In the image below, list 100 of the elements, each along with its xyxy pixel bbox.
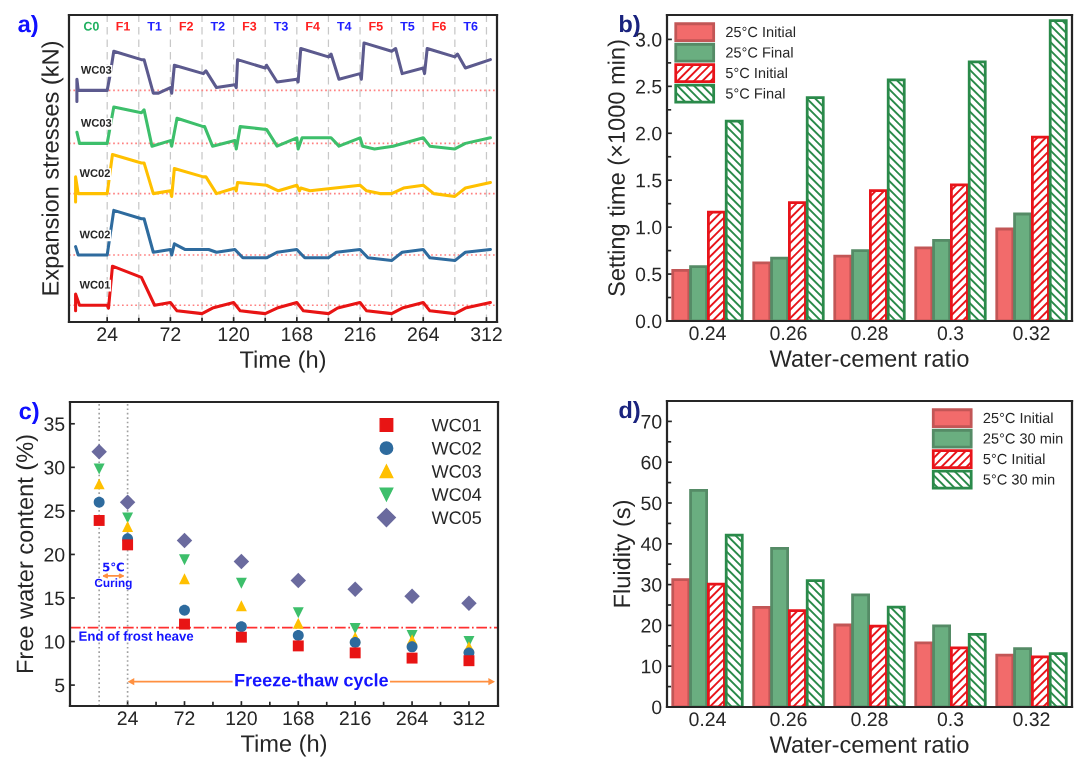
y-tick-label: 10 bbox=[45, 635, 65, 649]
y-tick-label: 30 bbox=[44, 460, 65, 475]
point bbox=[349, 623, 361, 634]
x-tick-label: 120 bbox=[218, 327, 250, 342]
x-tick-label: 0.26 bbox=[770, 712, 807, 727]
point bbox=[404, 588, 420, 604]
text: T5 bbox=[400, 21, 415, 31]
x-tick-label: 264 bbox=[408, 327, 439, 342]
point bbox=[93, 515, 105, 526]
point bbox=[179, 604, 190, 616]
x-tick-label: 120 bbox=[226, 711, 257, 726]
chart-title: d) bbox=[619, 401, 640, 424]
y-tick-label: 60 bbox=[641, 455, 662, 470]
point bbox=[122, 512, 134, 524]
text: T2 bbox=[210, 21, 225, 31]
y-tick-label: 20 bbox=[641, 618, 662, 633]
x-tick-label: 0.24 bbox=[689, 326, 726, 341]
point bbox=[91, 443, 107, 460]
text: C0 bbox=[83, 21, 99, 31]
text: F1 bbox=[116, 21, 130, 31]
bar bbox=[967, 60, 987, 321]
bar bbox=[869, 189, 888, 321]
y-tick-label: 2.5 bbox=[636, 79, 662, 94]
bar bbox=[805, 579, 825, 707]
bar bbox=[1031, 135, 1050, 321]
point bbox=[235, 631, 247, 643]
text: T4 bbox=[337, 21, 352, 31]
point bbox=[119, 494, 136, 510]
text: F4 bbox=[306, 21, 320, 31]
legend-label: WC04 bbox=[431, 488, 482, 501]
text: F6 bbox=[432, 21, 446, 31]
x-tick-label: 72 bbox=[160, 327, 181, 341]
x-axis-title: Time (h) bbox=[240, 350, 326, 373]
legend-label: WC02 bbox=[431, 441, 481, 455]
legend-label: 25°C Initial bbox=[983, 412, 1053, 424]
annotation: 5℃ bbox=[103, 562, 124, 572]
x-tick-label: 216 bbox=[339, 711, 371, 726]
bar bbox=[1013, 647, 1032, 707]
text: T6 bbox=[463, 21, 478, 31]
x-tick-label: 24 bbox=[97, 327, 118, 341]
x-axis-title: Water-cement ratio bbox=[769, 349, 969, 367]
legend-label: WC03 bbox=[431, 465, 481, 478]
bar bbox=[950, 646, 969, 707]
bar bbox=[914, 641, 934, 707]
point bbox=[292, 617, 304, 629]
point bbox=[122, 539, 134, 551]
bar bbox=[967, 632, 987, 707]
bar bbox=[833, 254, 853, 321]
annotation: Curing bbox=[94, 578, 132, 590]
series-label: WC03 bbox=[80, 65, 112, 74]
y-tick-label: 10 bbox=[642, 659, 662, 674]
y-axis-title: Free water content (%) bbox=[15, 435, 38, 673]
series-label: WC01 bbox=[79, 280, 111, 289]
bar bbox=[671, 578, 691, 707]
point bbox=[179, 573, 190, 585]
x-tick-label: 0.28 bbox=[851, 326, 888, 341]
y-tick-label: 1.5 bbox=[636, 173, 662, 188]
y-tick-label: 0 bbox=[652, 700, 662, 715]
y-tick-label: 5 bbox=[55, 678, 65, 693]
point bbox=[179, 554, 190, 566]
bar bbox=[805, 96, 825, 321]
bar bbox=[886, 605, 906, 707]
y-tick-label: 25 bbox=[44, 504, 65, 519]
y-tick-label: 30 bbox=[641, 578, 662, 592]
point bbox=[93, 496, 105, 508]
y-tick-label: 50 bbox=[641, 496, 662, 511]
legend-label: 5°C Final bbox=[725, 87, 785, 99]
bar bbox=[770, 546, 789, 707]
point bbox=[406, 641, 418, 653]
legend-label: 5°C Initial bbox=[725, 67, 787, 79]
bar bbox=[950, 183, 969, 321]
legend-label: 5°C Initial bbox=[983, 453, 1045, 465]
x-axis-title: Time (h) bbox=[241, 734, 327, 757]
y-tick-label: 2.0 bbox=[636, 126, 662, 141]
y-tick-label: 0.0 bbox=[635, 314, 662, 329]
bar bbox=[1048, 652, 1068, 707]
point bbox=[122, 521, 134, 533]
bar bbox=[833, 623, 853, 707]
bar bbox=[995, 227, 1015, 321]
x-tick-label: 24 bbox=[117, 711, 138, 725]
bar bbox=[724, 533, 744, 707]
point bbox=[93, 463, 105, 475]
chart-title: a) bbox=[18, 15, 38, 38]
legend-label: 25°C Initial bbox=[726, 26, 796, 38]
bar bbox=[1048, 19, 1068, 321]
y-tick-label: 70 bbox=[641, 414, 662, 429]
legend-label: WC05 bbox=[431, 511, 481, 525]
y-tick-label: 20 bbox=[44, 547, 65, 562]
point bbox=[179, 618, 190, 630]
y-tick-label: 15 bbox=[45, 591, 65, 606]
y-axis-title: Expansion stresses (kN) bbox=[41, 42, 64, 295]
bar bbox=[932, 238, 951, 321]
y-axis-title: Setting time (×1000 min) bbox=[607, 40, 630, 296]
x-tick-label: 312 bbox=[470, 327, 502, 342]
x-axis-title: Water-cement ratio bbox=[769, 735, 969, 753]
x-tick-label: 168 bbox=[283, 711, 314, 726]
bar bbox=[788, 201, 807, 321]
point bbox=[290, 572, 307, 589]
x-tick-label: 0.3 bbox=[937, 712, 964, 727]
legend-label: 25°C 30 min bbox=[983, 432, 1063, 444]
